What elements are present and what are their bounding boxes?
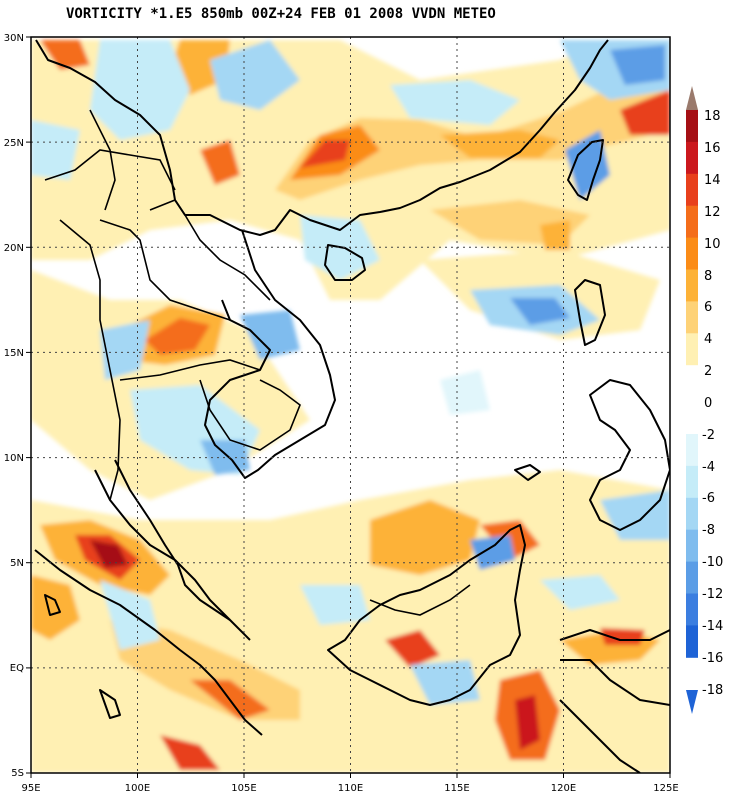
- colorbar-label: -6: [702, 491, 715, 506]
- colorbar-segment: [686, 465, 698, 499]
- colorbar-label: 8: [704, 269, 712, 284]
- colorbar-label: -12: [702, 587, 723, 602]
- colorbar-label: 0: [704, 396, 712, 411]
- lon-label: 95E: [21, 783, 40, 794]
- colorbar-label: 2: [704, 364, 712, 379]
- country-borders: [44, 109, 471, 616]
- colorbar-label: -2: [702, 428, 715, 443]
- colorbar: 18 16 14 12 10 8 6 4 2 0 -2 -4 -6 -8 -10…: [686, 86, 723, 714]
- lat-lon-gridlines: [31, 37, 670, 773]
- lon-label: 120E: [551, 783, 576, 794]
- colorbar-top-arrow: [686, 86, 698, 110]
- colorbar-negative-labels: -2 -4 -6 -8 -10 -12 -14 -16 -18: [702, 428, 723, 698]
- colorbar-segment: [686, 529, 698, 563]
- colorbar-segment: [686, 205, 698, 239]
- lat-label: 5N: [10, 558, 24, 569]
- colorbar-segment: [686, 269, 698, 302]
- lat-label: EQ: [10, 663, 24, 674]
- colorbar-label: -18: [702, 683, 723, 698]
- colorbar-label: -4: [702, 460, 715, 475]
- colorbar-bottom-arrow: [686, 690, 698, 714]
- lat-label: 15N: [4, 348, 24, 359]
- lon-label: 105E: [231, 783, 256, 794]
- colorbar-label: -16: [702, 651, 723, 666]
- colorbar-label: -8: [702, 523, 715, 538]
- colorbar-segment: [686, 110, 698, 143]
- colorbar-segment: [686, 173, 698, 207]
- colorbar-positive-segments: [686, 110, 698, 366]
- colorbar-label: 14: [704, 173, 721, 188]
- colorbar-segment: [686, 141, 698, 175]
- axis-ticks: [26, 36, 671, 778]
- colorbar-label: 18: [704, 109, 721, 124]
- longitude-labels: 95E 100E 105E 110E 115E 120E 125E: [21, 783, 678, 794]
- lat-label: 30N: [4, 33, 24, 44]
- colorbar-segment: [686, 365, 698, 434]
- colorbar-label: 12: [704, 205, 721, 220]
- lon-label: 110E: [338, 783, 363, 794]
- lon-label: 115E: [444, 783, 469, 794]
- lon-label: 125E: [653, 783, 678, 794]
- colorbar-segment: [686, 625, 698, 658]
- colorbar-positive-labels: 18 16 14 12 10 8 6 4 2 0: [704, 109, 721, 411]
- colorbar-segment: [686, 434, 698, 467]
- colorbar-label: -14: [702, 619, 723, 634]
- colorbar-segment: [686, 333, 698, 366]
- colorbar-label: 16: [704, 141, 721, 156]
- colorbar-segment: [686, 237, 698, 270]
- colorbar-label: 4: [704, 332, 712, 347]
- colorbar-label: 6: [704, 300, 712, 315]
- lat-label: 5S: [11, 768, 24, 779]
- colorbar-segment: [686, 497, 698, 531]
- colorbar-label: -10: [702, 555, 723, 570]
- colorbar-segment: [686, 561, 698, 594]
- coastlines: [34, 39, 670, 773]
- colorbar-segment: [686, 301, 698, 334]
- colorbar-negative-segments: [686, 365, 698, 658]
- lat-label: 10N: [4, 453, 24, 464]
- lat-label: 20N: [4, 243, 24, 254]
- colorbar-label: 10: [704, 237, 721, 252]
- lon-label: 100E: [125, 783, 150, 794]
- map-title: VORTICITY *1.E5 850mb 00Z+24 FEB 01 2008…: [66, 6, 496, 22]
- colorbar-segment: [686, 593, 698, 626]
- latitude-labels: 30N 25N 20N 15N 10N 5N EQ 5S: [4, 33, 24, 779]
- lat-label: 25N: [4, 138, 24, 149]
